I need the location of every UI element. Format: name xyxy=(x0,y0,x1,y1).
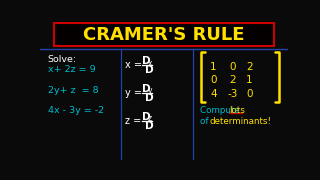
Text: 0: 0 xyxy=(246,89,252,99)
Text: y: y xyxy=(148,86,152,95)
Text: 2y+ z  = 8: 2y+ z = 8 xyxy=(48,86,98,94)
FancyBboxPatch shape xyxy=(54,23,274,46)
Text: z: z xyxy=(148,114,152,123)
Text: determinants!: determinants! xyxy=(210,117,272,126)
Text: D: D xyxy=(145,93,153,103)
Text: of: of xyxy=(200,117,212,126)
Text: 4: 4 xyxy=(210,89,217,99)
Text: y =: y = xyxy=(125,88,142,98)
Text: x+ 2z = 9: x+ 2z = 9 xyxy=(48,66,95,75)
Text: Solve:: Solve: xyxy=(48,55,77,64)
Text: D: D xyxy=(142,56,151,66)
Text: 4x - 3y = -2: 4x - 3y = -2 xyxy=(48,105,104,114)
Text: 2: 2 xyxy=(246,62,252,72)
Text: -3: -3 xyxy=(227,89,237,99)
Text: Compute: Compute xyxy=(200,106,243,115)
Text: 1: 1 xyxy=(246,75,252,86)
Text: x =: x = xyxy=(125,60,142,71)
Text: D: D xyxy=(142,84,151,94)
Text: D: D xyxy=(145,65,153,75)
Text: CRAMER'S RULE: CRAMER'S RULE xyxy=(83,26,245,44)
Text: lots: lots xyxy=(229,106,245,115)
Text: 0: 0 xyxy=(229,62,236,72)
Text: D: D xyxy=(142,112,151,122)
Text: z =: z = xyxy=(125,116,141,126)
Text: 1: 1 xyxy=(210,62,217,72)
Text: D: D xyxy=(145,121,153,130)
Text: x: x xyxy=(148,59,152,68)
Text: 2: 2 xyxy=(229,75,236,86)
Text: 0: 0 xyxy=(210,75,217,86)
